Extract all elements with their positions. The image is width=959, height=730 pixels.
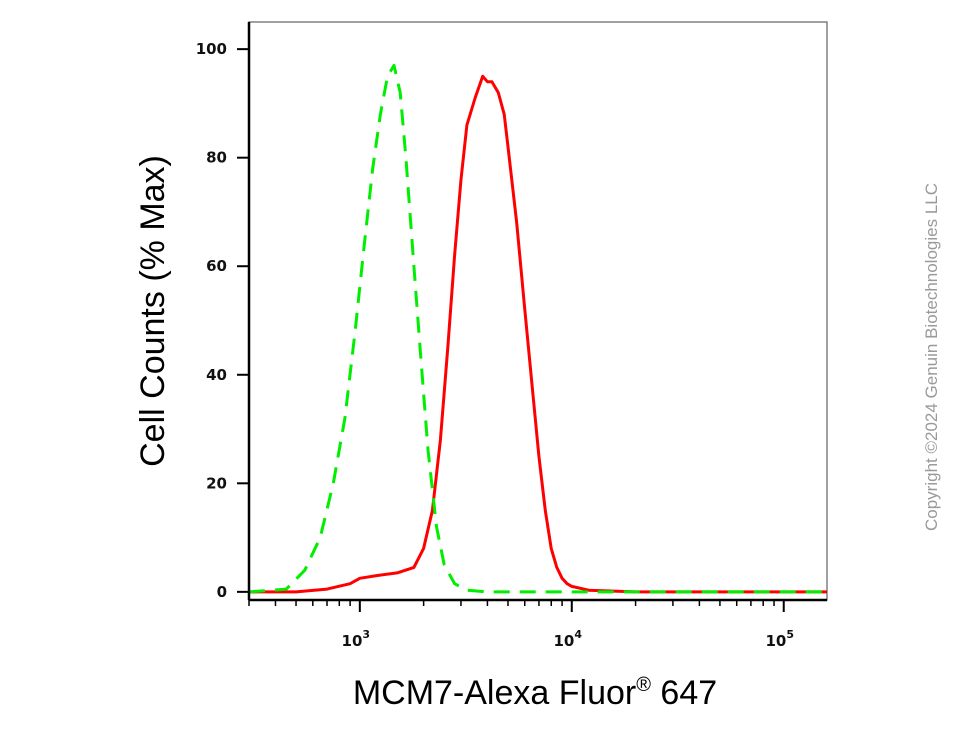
- x-axis-title-suffix: 647: [651, 674, 717, 712]
- x-axis-title-main: MCM7-Alexa Fluor: [353, 674, 636, 712]
- x-tick-label-base: 10: [765, 632, 786, 650]
- x-axis-title-superscript: ®: [636, 674, 651, 696]
- x-ticks: 103 104 105: [248, 600, 794, 650]
- series-line-1: [249, 74, 827, 594]
- y-ticks: 0 20 40 60 80 100: [196, 40, 249, 601]
- series-line-2: [248, 63, 827, 594]
- series-layer: [248, 63, 827, 594]
- x-tick-label-exponent: 4: [574, 628, 582, 641]
- y-tick-label: 0: [217, 583, 227, 601]
- y-tick-label: 80: [206, 149, 227, 167]
- y-tick-label: 40: [206, 366, 227, 384]
- x-tick-label: 104: [554, 628, 583, 650]
- x-tick-label-base: 10: [342, 632, 363, 650]
- y-tick-label: 100: [196, 40, 227, 58]
- y-tick-label: 60: [206, 257, 227, 275]
- x-axis-title: MCM7-Alexa Fluor® 647: [353, 674, 717, 712]
- x-tick-label-exponent: 5: [786, 628, 794, 641]
- x-tick-label: 103: [342, 628, 371, 650]
- y-axis-title: Cell Counts (% Max): [134, 155, 172, 467]
- x-tick-label: 105: [765, 628, 794, 650]
- copyright-text: Copyright ©2024 Genuin Biotechnologies L…: [922, 183, 941, 531]
- x-tick-label-base: 10: [554, 632, 575, 650]
- plot-frame: [248, 21, 828, 601]
- x-tick-label-exponent: 3: [362, 628, 370, 641]
- y-tick-label: 20: [206, 474, 227, 492]
